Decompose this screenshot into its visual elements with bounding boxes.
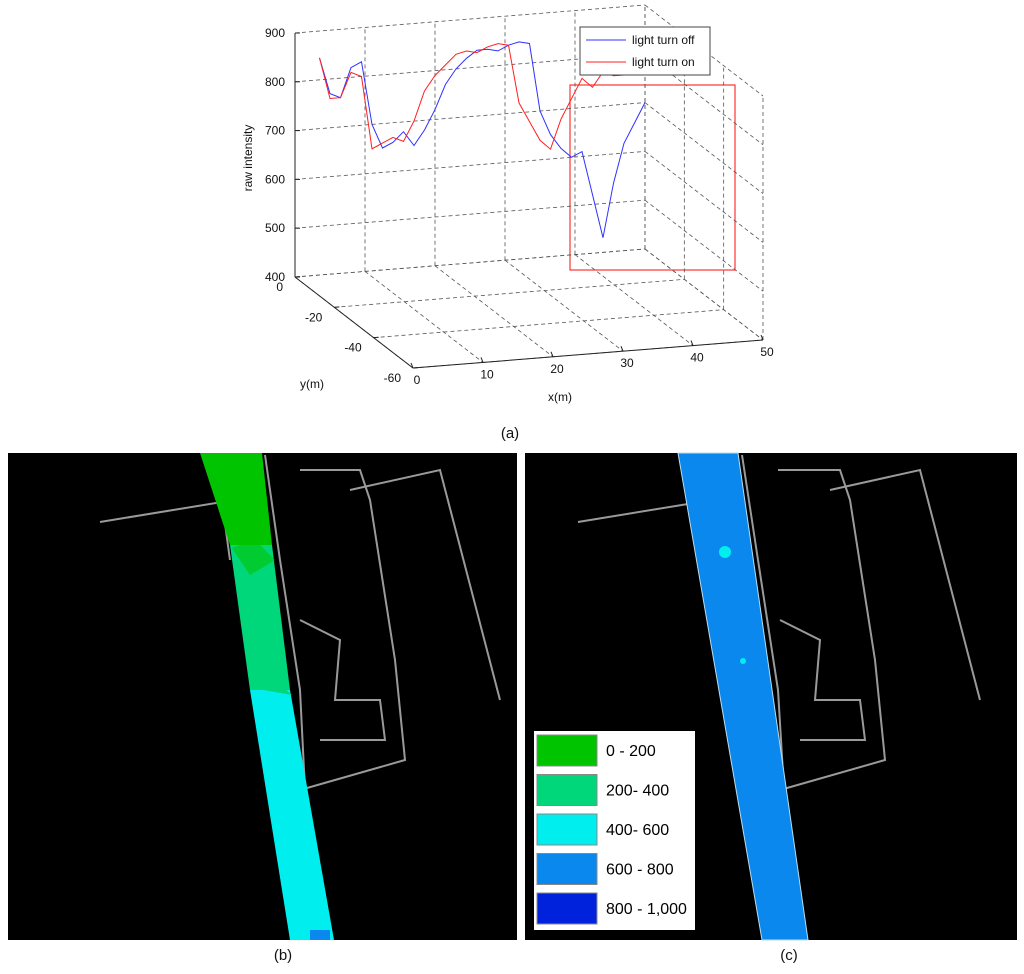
class-label: 600 - 800 bbox=[606, 862, 674, 879]
class-swatch bbox=[536, 734, 598, 767]
y-tick-label: 0 bbox=[276, 280, 283, 294]
class-label: 200- 400 bbox=[606, 783, 669, 800]
tick-mark bbox=[410, 362, 414, 369]
legend-box bbox=[579, 26, 711, 76]
grid-line bbox=[644, 151, 764, 243]
class-swatch bbox=[536, 774, 598, 806]
y-axis-label: y(m) bbox=[300, 377, 324, 391]
class-swatch bbox=[536, 892, 598, 925]
x-tick-label: 40 bbox=[690, 351, 704, 365]
y-tick-label: -20 bbox=[305, 310, 323, 324]
grid-line bbox=[364, 271, 484, 363]
grid-line bbox=[373, 309, 724, 339]
z-tick-label: 900 bbox=[265, 26, 285, 40]
grid-line bbox=[294, 199, 646, 229]
y-tick-label: -40 bbox=[344, 341, 362, 355]
x-tick-label: 30 bbox=[620, 356, 634, 370]
legend: light turn off light turn on bbox=[579, 26, 711, 76]
grid-line bbox=[334, 278, 685, 308]
grid-line bbox=[504, 259, 624, 352]
x-tick-label: 20 bbox=[550, 362, 564, 376]
x-tick-label: 50 bbox=[760, 345, 774, 359]
x-tick-label: 0 bbox=[414, 373, 421, 387]
grid-line bbox=[434, 265, 554, 358]
grid-line bbox=[294, 53, 646, 83]
y-tick-label: -60 bbox=[384, 371, 402, 385]
highlight-box bbox=[569, 84, 736, 271]
tick-mark bbox=[620, 346, 624, 352]
grid-line bbox=[574, 254, 694, 346]
grid-line bbox=[294, 102, 646, 131]
tick-mark bbox=[690, 340, 694, 346]
legend-label: light turn on bbox=[632, 55, 695, 69]
data-line bbox=[319, 43, 646, 151]
z-tick-label: 700 bbox=[265, 124, 285, 138]
grid-line bbox=[644, 248, 764, 341]
class-swatch bbox=[536, 813, 598, 846]
grid-line bbox=[294, 248, 646, 278]
tick-mark bbox=[480, 357, 484, 363]
tick-mark bbox=[760, 334, 764, 341]
grid-line bbox=[644, 4, 764, 97]
z-tick-label: 500 bbox=[265, 221, 285, 235]
x-axis-label: x(m) bbox=[548, 390, 572, 404]
z-axis-label: raw intensity bbox=[241, 125, 255, 192]
z-tick-label: 800 bbox=[265, 75, 285, 89]
x-axis bbox=[412, 339, 764, 369]
class-swatch bbox=[536, 853, 598, 885]
z-tick-label: 400 bbox=[265, 270, 285, 284]
y-axis bbox=[294, 276, 414, 369]
class-label: 800 - 1,000 bbox=[606, 901, 687, 918]
legend-label: light turn off bbox=[632, 33, 695, 47]
grid-line bbox=[294, 4, 646, 34]
caption: (a) bbox=[501, 425, 519, 442]
tick-mark bbox=[550, 351, 554, 357]
x-tick-label: 10 bbox=[480, 367, 494, 381]
panel-b-image bbox=[8, 453, 517, 940]
class-label: 400- 600 bbox=[606, 822, 669, 839]
z-tick-label: 600 bbox=[265, 172, 285, 186]
caption: (c) bbox=[780, 947, 798, 964]
grid-line bbox=[294, 151, 646, 180]
caption: (b) bbox=[274, 947, 292, 964]
class-label: 0 - 200 bbox=[606, 743, 656, 760]
grid-line bbox=[644, 199, 764, 292]
grid-line bbox=[644, 102, 764, 194]
